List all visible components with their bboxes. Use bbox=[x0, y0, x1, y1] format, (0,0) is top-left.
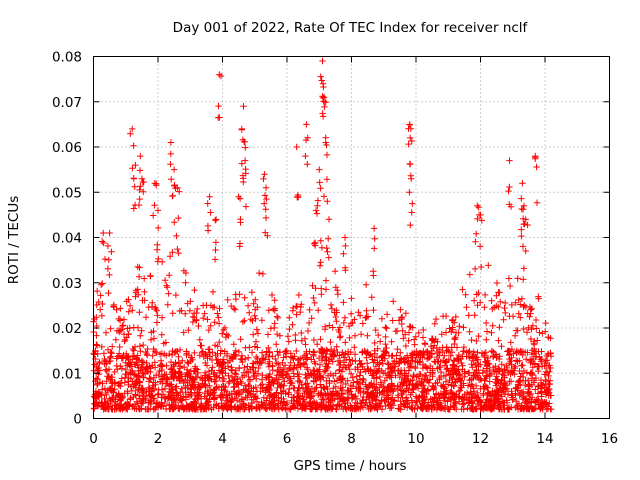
y-tick-label: 0.08 bbox=[52, 50, 82, 66]
y-tick-labels: 0 0.01 0.02 0.03 0.04 0.05 0.06 0.07 0.08 bbox=[52, 50, 82, 428]
y-tick-label: 0.04 bbox=[52, 231, 82, 247]
y-axis-label: ROTI / TECUs bbox=[6, 196, 22, 284]
data-points bbox=[90, 57, 555, 413]
x-tick-label: 12 bbox=[472, 431, 489, 447]
x-tick-label: 2 bbox=[154, 431, 163, 447]
y-tick-label: 0.03 bbox=[52, 276, 82, 292]
x-axis-label: GPS time / hours bbox=[293, 458, 406, 474]
y-tick-label: 0 bbox=[73, 412, 82, 428]
x-tick-label: 6 bbox=[283, 431, 292, 447]
x-tick-label: 14 bbox=[536, 431, 553, 447]
y-tick-label: 0.06 bbox=[52, 140, 82, 156]
grid-lines bbox=[93, 56, 610, 419]
chart-title: Day 001 of 2022, Rate Of TEC Index for r… bbox=[173, 20, 529, 36]
x-tick-label: 16 bbox=[601, 431, 618, 447]
x-tick-label: 0 bbox=[89, 431, 98, 447]
x-tick-labels: 0 2 4 6 8 10 12 14 16 bbox=[89, 431, 618, 447]
x-tick-label: 8 bbox=[347, 431, 356, 447]
y-tick-label: 0.05 bbox=[52, 185, 82, 201]
x-tick-label: 4 bbox=[218, 431, 227, 447]
y-tick-label: 0.07 bbox=[52, 95, 82, 111]
axis-ticks bbox=[93, 56, 610, 419]
y-tick-label: 0.02 bbox=[52, 321, 82, 337]
x-tick-label: 10 bbox=[407, 431, 424, 447]
roti-data-points bbox=[90, 57, 555, 413]
y-tick-label: 0.01 bbox=[52, 366, 82, 382]
